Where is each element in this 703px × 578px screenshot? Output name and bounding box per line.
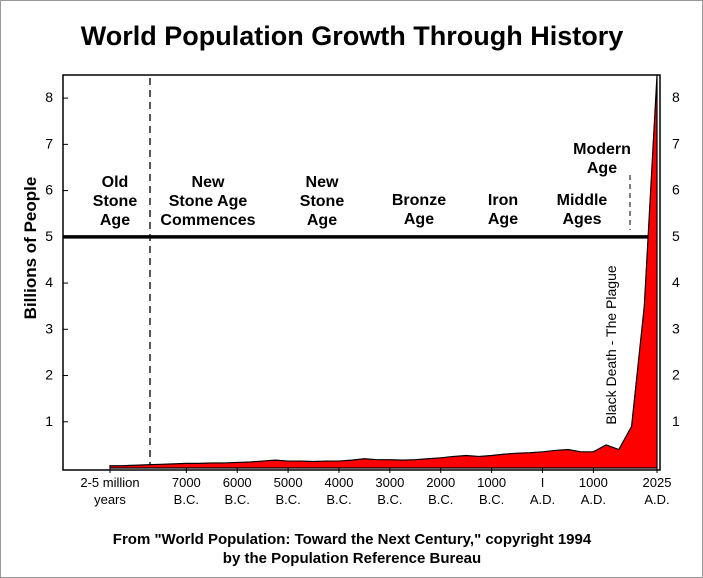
era-label: Iron Age: [488, 192, 518, 228]
y2-tick-label: 6: [672, 181, 680, 197]
y-tick-label: 2: [45, 366, 53, 382]
x-tick-label: 2000 B.C.: [426, 475, 455, 507]
x-tick-label: 5000 B.C.: [274, 475, 303, 507]
x-tick-label: 1000 B.C.: [477, 475, 506, 507]
y2-tick-label: 3: [672, 320, 680, 336]
annotation: Black Death - The Plague: [603, 265, 619, 424]
source-note: From "World Population: Toward the Next …: [113, 531, 592, 567]
y2-tick-label: 4: [672, 274, 680, 290]
y-tick-label: 1: [45, 412, 53, 428]
era-label: Old Stone Age: [93, 174, 138, 229]
y-tick-label: 6: [45, 181, 53, 197]
area: [109, 74, 658, 469]
x-tick-label: 2-5 million years: [80, 475, 139, 507]
y-tick-label: 8: [45, 89, 53, 105]
era-label: New Stone Age Commences: [160, 174, 255, 229]
x-tick-label: 2025 A.D.: [643, 475, 672, 507]
era-label: Middle Ages: [557, 192, 608, 228]
y2-tick-label: 5: [672, 228, 680, 244]
y2-tick-label: 2: [672, 366, 680, 382]
x-tick-label: 6000 B.C.: [223, 475, 252, 507]
era-label: New Stone Age: [300, 174, 345, 229]
y-tick-label: 7: [45, 135, 53, 151]
chart-title: World Population Growth Through History: [81, 21, 623, 51]
y2-tick-label: 7: [672, 135, 680, 151]
y-tick-label: 3: [45, 320, 53, 336]
y-axis-label: Billions of People: [21, 177, 40, 320]
y-tick-label: 4: [45, 274, 53, 290]
y2-tick-label: 1: [672, 412, 680, 428]
x-tick-label: 3000 B.C.: [375, 475, 404, 507]
y-tick-label: 5: [45, 228, 53, 244]
era-label: Modern Age: [573, 141, 631, 177]
x-tick-label: 4000 B.C.: [325, 475, 354, 507]
y2-tick-label: 8: [672, 89, 680, 105]
era-label: Bronze Age: [392, 192, 446, 228]
plot-frame: [62, 74, 661, 471]
x-tick-label: I A.D.: [530, 475, 555, 507]
x-tick-label: 1000 A.D.: [579, 475, 608, 507]
x-tick-label: 7000 B.C.: [172, 475, 201, 507]
